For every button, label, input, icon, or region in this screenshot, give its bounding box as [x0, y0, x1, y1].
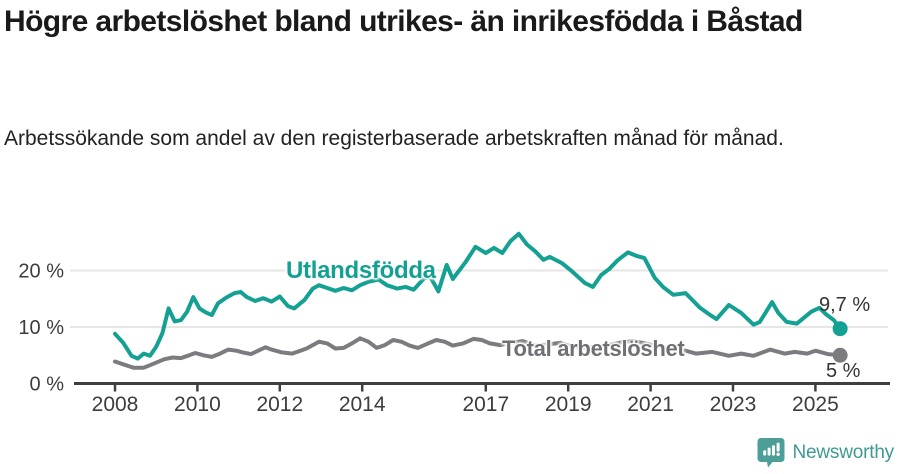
series-label-total-arbetsloshet: Total arbetslöshet — [502, 336, 685, 361]
x-tick-label: 2021 — [627, 393, 674, 416]
page-title: Högre arbetslöshet bland utrikes- än inr… — [4, 5, 803, 38]
x-tick-label: 2010 — [174, 393, 221, 416]
series-end-dot-0 — [832, 321, 848, 337]
newsworthy-logo-icon — [757, 437, 785, 468]
brand-footer: Newsworthy — [757, 437, 894, 468]
x-tick-label: 2012 — [256, 393, 303, 416]
y-tick-label: 10 % — [18, 317, 64, 339]
series-label-utlandsfodda: Utlandsfödda — [286, 257, 436, 284]
page-subtitle: Arbetssökande som andel av den registerb… — [4, 127, 784, 150]
x-tick-label: 2019 — [545, 393, 592, 416]
y-tick-label: 20 % — [18, 261, 64, 283]
x-tick-label: 2025 — [792, 393, 839, 416]
x-tick-label: 2008 — [92, 393, 139, 416]
brand-name: Newsworthy — [792, 441, 895, 463]
series-line-1 — [113, 336, 843, 370]
series-line-0 — [113, 231, 843, 361]
x-tick-label: 2014 — [339, 393, 386, 416]
x-tick-label: 2017 — [462, 393, 509, 416]
end-value-label-total: 5 % — [826, 360, 861, 382]
end-value-label-utlandsfodda: 9,7 % — [819, 294, 871, 316]
y-tick-label: 0 % — [30, 374, 65, 396]
series-end-dot-1 — [832, 347, 848, 363]
x-tick-label: 2023 — [710, 393, 757, 416]
